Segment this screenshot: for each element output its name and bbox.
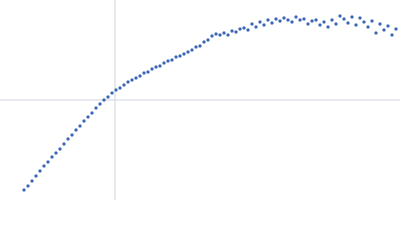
point xyxy=(86,115,90,119)
point xyxy=(114,88,118,92)
point xyxy=(282,16,286,20)
point xyxy=(134,76,138,80)
point xyxy=(42,164,46,168)
point xyxy=(366,25,370,29)
point xyxy=(34,174,38,178)
point xyxy=(218,33,222,37)
point xyxy=(338,14,342,18)
point xyxy=(146,70,150,74)
point xyxy=(158,64,162,68)
point xyxy=(378,22,382,26)
point xyxy=(210,34,214,38)
point xyxy=(94,106,98,110)
point xyxy=(270,21,274,25)
point xyxy=(294,15,298,19)
point xyxy=(38,169,42,173)
point xyxy=(202,40,206,44)
point xyxy=(178,54,182,58)
point xyxy=(254,25,258,29)
point xyxy=(330,18,334,22)
point xyxy=(50,155,54,159)
point xyxy=(226,33,230,37)
point xyxy=(314,18,318,22)
point xyxy=(298,18,302,22)
point xyxy=(118,86,122,90)
point xyxy=(150,67,154,71)
point xyxy=(110,91,114,95)
point xyxy=(62,142,66,146)
point xyxy=(214,32,218,36)
point xyxy=(234,30,238,34)
point xyxy=(346,21,350,25)
point xyxy=(306,22,310,26)
point xyxy=(186,50,190,54)
point xyxy=(206,38,210,42)
point xyxy=(322,20,326,24)
point xyxy=(246,28,250,32)
point xyxy=(230,29,234,33)
chart xyxy=(0,0,400,200)
point xyxy=(362,20,366,24)
point xyxy=(358,16,362,20)
point xyxy=(102,98,106,102)
point xyxy=(182,52,186,56)
point xyxy=(310,19,314,23)
point xyxy=(130,78,134,82)
point xyxy=(350,15,354,19)
point xyxy=(290,20,294,24)
point xyxy=(82,119,86,123)
point xyxy=(98,102,102,106)
point xyxy=(302,17,306,21)
point xyxy=(266,18,270,22)
point xyxy=(54,151,58,155)
point xyxy=(122,83,126,87)
point xyxy=(238,27,242,31)
point xyxy=(326,25,330,29)
point xyxy=(242,26,246,30)
point xyxy=(46,160,50,164)
point xyxy=(222,31,226,35)
point xyxy=(286,18,290,22)
point xyxy=(162,61,166,65)
point xyxy=(166,59,170,63)
point xyxy=(342,17,346,21)
point xyxy=(66,137,70,141)
point xyxy=(138,74,142,78)
point xyxy=(106,95,110,99)
point xyxy=(386,24,390,28)
point xyxy=(198,44,202,48)
point xyxy=(370,19,374,23)
point xyxy=(170,58,174,62)
point xyxy=(78,124,82,128)
point xyxy=(354,23,358,27)
point xyxy=(26,184,30,188)
point xyxy=(70,133,74,137)
point xyxy=(334,22,338,26)
point xyxy=(278,19,282,23)
point xyxy=(22,188,26,192)
point xyxy=(262,23,266,27)
point xyxy=(142,71,146,75)
point xyxy=(394,27,398,31)
point xyxy=(174,55,178,59)
point xyxy=(390,33,394,37)
point xyxy=(74,128,78,132)
point xyxy=(374,31,378,35)
point xyxy=(30,179,34,183)
point xyxy=(318,23,322,27)
point xyxy=(382,28,386,32)
point xyxy=(154,65,158,69)
point xyxy=(90,111,94,115)
point xyxy=(126,80,130,84)
point xyxy=(274,17,278,21)
point xyxy=(194,45,198,49)
point xyxy=(250,22,254,26)
point xyxy=(190,48,194,52)
point xyxy=(258,20,262,24)
point xyxy=(58,147,62,151)
